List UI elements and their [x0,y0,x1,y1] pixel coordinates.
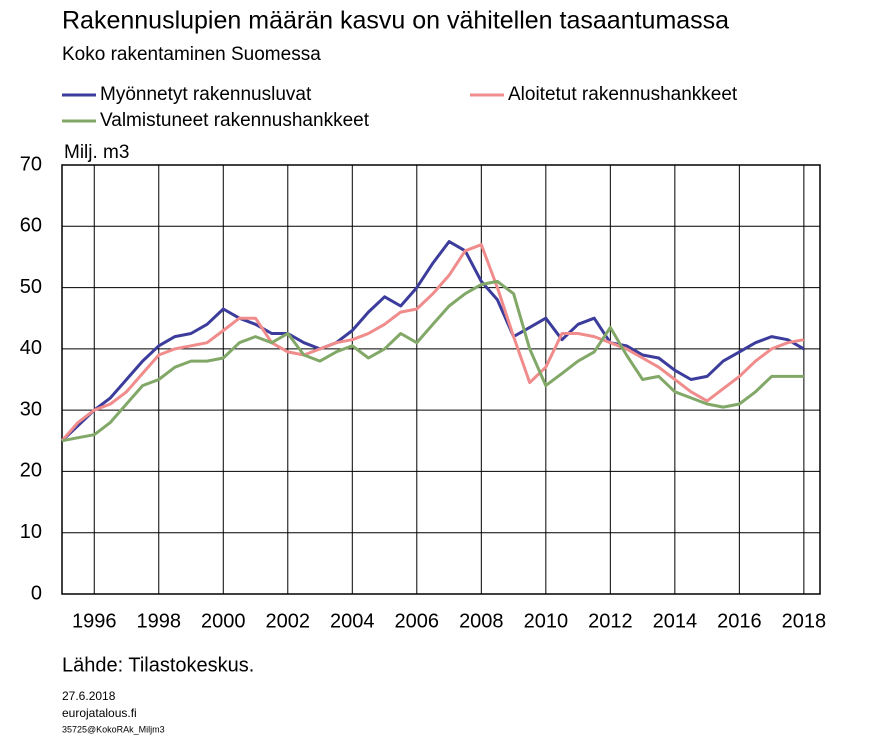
y-tick-label: 40 [20,337,42,359]
series-line [61,279,804,443]
y-tick-label: 70 [20,153,42,175]
legend-label: Aloitetut rakennushankkeet [508,84,738,105]
y-tick-label: 10 [20,521,42,543]
y-tick-label: 30 [20,398,42,420]
x-tick-label: 2002 [266,610,311,632]
chart-title: Rakennuslupien määrän kasvu on vähitelle… [62,7,729,35]
series-line [60,240,805,442]
y-tick-label: 0 [31,582,42,604]
legend-label: Valmistuneet rakennushankkeet [100,110,370,131]
x-tick-label: 2008 [459,610,504,632]
x-tick-label: 2014 [653,610,698,632]
y-tick-label: 20 [20,460,42,482]
x-tick-label: 2006 [395,610,440,632]
x-tick-label: 2012 [588,610,633,632]
footer-code: 35725@KokoRAk_Miljm3 [62,724,165,734]
footer-date: 27.6.2018 [62,689,116,703]
x-tick-label: 2018 [782,610,827,632]
footer-site: eurojatalous.fi [62,706,137,720]
x-tick-label: 2000 [201,610,246,632]
x-tick-label: 2010 [524,610,569,632]
x-tick-label: 1998 [137,610,182,632]
chart-subtitle: Koko rakentaminen Suomessa [62,44,321,65]
plot-frame [61,164,821,595]
source: Lähde: Tilastokeskus. [62,654,254,676]
y-axis-label: Milj. m3 [64,142,129,163]
x-tick-label: 1996 [72,610,117,632]
y-tick-label: 60 [20,215,42,237]
y-tick-label: 50 [20,276,42,298]
legend-label: Myönnetyt rakennusluvat [100,84,312,105]
x-tick-label: 2004 [330,610,375,632]
series-line [60,243,805,442]
x-tick-label: 2016 [717,610,762,632]
